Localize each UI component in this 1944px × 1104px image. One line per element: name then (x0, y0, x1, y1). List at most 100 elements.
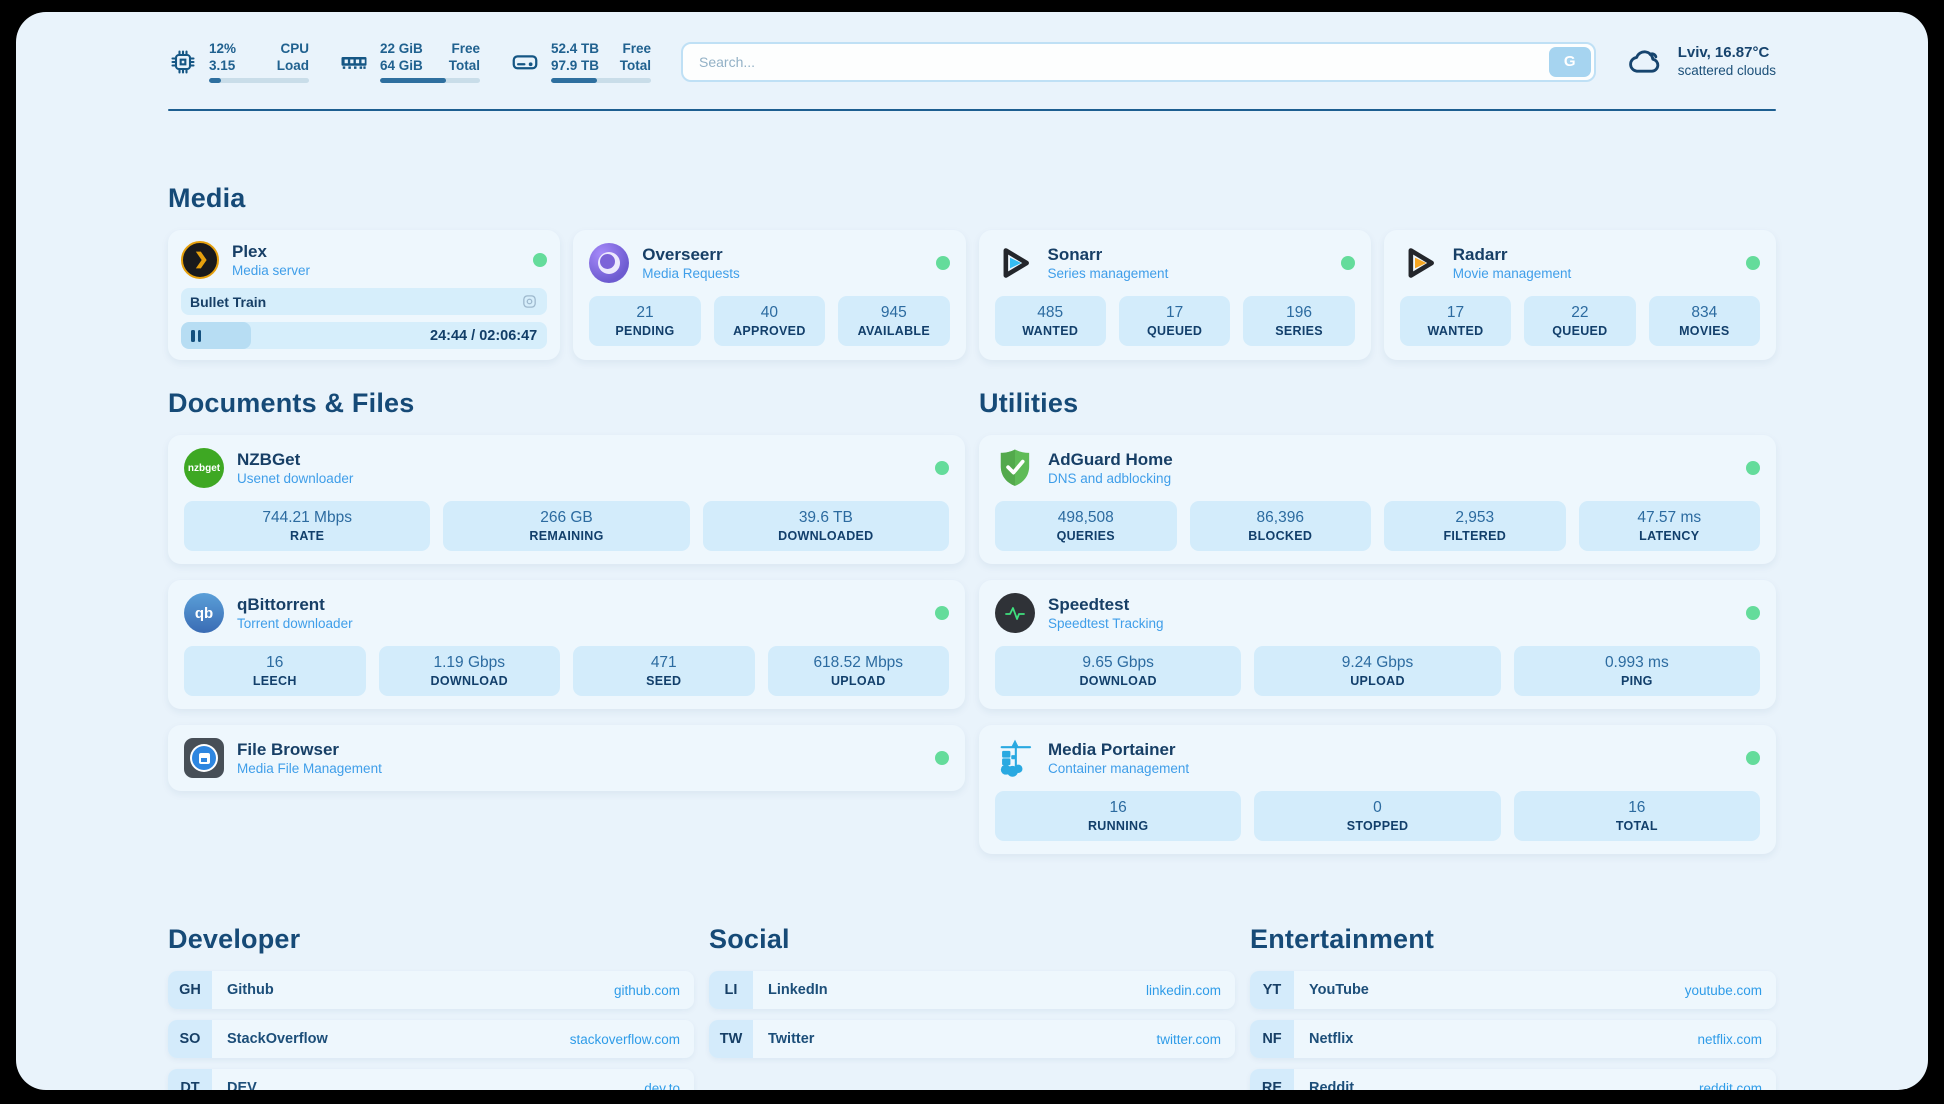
app-card-radarr[interactable]: Radarr Movie management 17 WANTED 22 QUE… (1383, 230, 1776, 360)
app-card-qbittorrent[interactable]: qb qBittorrent Torrent downloader 16 LEE… (168, 580, 965, 709)
app-subtitle: Movie management (1452, 266, 1572, 281)
app-card-sonarr[interactable]: Sonarr Series management 485 WANTED 17 Q… (978, 230, 1371, 360)
status-dot (1746, 256, 1760, 270)
link-abbr: GH (168, 971, 212, 1009)
stat-download: 1.19 Gbps DOWNLOAD (378, 646, 560, 696)
app-card-overseerr[interactable]: Overseerr Media Requests 21 PENDING 40 A… (573, 230, 966, 360)
link-abbr: SO (168, 1020, 212, 1058)
disk-total-label: Total (619, 58, 651, 73)
search-input[interactable] (681, 41, 1596, 82)
app-card-speedtest[interactable]: Speedtest Speedtest Tracking 9.65 Gbps D… (979, 580, 1776, 709)
disk-stat: 52.4 TB Free 97.9 TB Total (510, 40, 651, 83)
overseerr-icon (589, 243, 630, 283)
stat-label: TOTAL (1615, 819, 1658, 833)
app-card-filebrowser[interactable]: File Browser Media File Management (168, 725, 965, 791)
stat-wanted: 17 WANTED (1399, 296, 1512, 346)
ram-free-label: Free (451, 41, 480, 56)
media-grid: Plex Media server Bullet Train 24:44 / 0… (168, 230, 1776, 360)
stat-remaining: 266 GB REMAINING (443, 501, 690, 551)
playback-progressbar[interactable]: 24:44 / 02:06:47 (181, 322, 548, 349)
speedtest-icon (995, 593, 1035, 633)
link-name: Reddit (1309, 1080, 1355, 1090)
stat-value: 16 (1628, 799, 1646, 816)
nzbget-icon-label: nzbget (187, 462, 221, 474)
stat-value: 485 (1037, 304, 1064, 321)
app-name: Radarr (1452, 245, 1508, 264)
cpu-icon (168, 47, 198, 77)
stat-value: 498,508 (1057, 509, 1114, 526)
app-name: Overseerr (642, 245, 723, 264)
link-linkedin[interactable]: LI LinkedIn linkedin.com (709, 971, 1235, 1009)
search-bar: G (681, 41, 1596, 82)
ram-stat: 22 GiB Free 64 GiB Total (339, 40, 480, 83)
stat-label: FILTERED (1443, 529, 1507, 543)
link-name: Netflix (1309, 1031, 1354, 1047)
stat-value: 0.993 ms (1604, 654, 1669, 671)
qbittorrent-icon: qb (184, 593, 224, 633)
stat-value: 9.65 Gbps (1082, 654, 1154, 671)
stat-label: WANTED (1022, 324, 1079, 338)
cpu-load-label: Load (276, 58, 309, 73)
stat-label: PING (1620, 674, 1653, 688)
section-title-utilities: Utilities (979, 388, 1079, 418)
stat-label: RATE (290, 529, 325, 543)
disk-progressbar (551, 78, 651, 83)
stat-value: 618.52 Mbps (813, 654, 904, 671)
status-dot (533, 253, 548, 267)
app-name: qBittorrent (237, 595, 325, 614)
app-name: Media Portainer (1048, 740, 1176, 759)
stat-value: 47.57 ms (1637, 509, 1702, 526)
status-dot (1746, 461, 1760, 475)
ram-total-value: 64 GiB (380, 58, 423, 73)
link-twitter[interactable]: TW Twitter twitter.com (709, 1020, 1235, 1058)
stat-value: 17 (1446, 304, 1465, 321)
cpu-stat: 12% CPU 3.15 Load (168, 40, 309, 83)
stat-label: SEED (646, 674, 682, 688)
stat-value: 86,396 (1256, 509, 1304, 526)
stat-value: 22 (1571, 304, 1589, 321)
link-dev[interactable]: DT DEV dev.to (168, 1069, 694, 1090)
link-stackoverflow[interactable]: SO StackOverflow stackoverflow.com (168, 1020, 694, 1058)
stat-upload: 9.24 Gbps UPLOAD (1254, 646, 1501, 696)
link-url: youtube.com (1684, 982, 1762, 998)
stat-value: 0 (1373, 799, 1382, 816)
weather-condition: scattered clouds (1677, 63, 1776, 78)
link-youtube[interactable]: YT YouTube youtube.com (1250, 971, 1776, 1009)
stat-filtered: 2,953 FILTERED (1384, 501, 1566, 551)
now-playing-row: Bullet Train (181, 288, 548, 315)
stat-blocked: 86,396 BLOCKED (1189, 501, 1371, 551)
link-abbr: RE (1250, 1069, 1294, 1090)
pause-button[interactable] (191, 329, 201, 342)
stat-label: DOWNLOAD (1079, 674, 1157, 688)
app-subtitle: Media Requests (642, 266, 740, 281)
cpu-usage-value: 12% (209, 41, 237, 56)
stat-ping: 0.993 ms PING (1513, 646, 1760, 696)
app-name: Sonarr (1047, 245, 1103, 264)
cpu-load-value: 3.15 (209, 58, 236, 73)
app-card-plex[interactable]: Plex Media server Bullet Train 24:44 / 0… (168, 230, 561, 360)
stat-leech: 16 LEECH (184, 646, 366, 696)
link-url: netflix.com (1697, 1031, 1762, 1047)
search-engine-button[interactable]: G (1548, 46, 1591, 77)
ram-progressbar (380, 78, 480, 83)
link-reddit[interactable]: RE Reddit reddit.com (1250, 1069, 1776, 1090)
link-url: reddit.com (1698, 1080, 1762, 1091)
stat-label: REMAINING (529, 529, 604, 543)
stat-value: 9.24 Gbps (1341, 654, 1414, 671)
app-card-adguard[interactable]: AdGuard Home DNS and adblocking 498,508 … (979, 435, 1776, 564)
status-dot (935, 751, 949, 765)
link-netflix[interactable]: NF Netflix netflix.com (1250, 1020, 1776, 1058)
status-dot (935, 606, 949, 620)
app-card-portainer[interactable]: Media Portainer Container management 16 … (979, 725, 1776, 854)
link-github[interactable]: GH Github github.com (168, 971, 694, 1009)
stat-queries: 498,508 QUERIES (995, 501, 1177, 551)
cpu-usage-label: CPU (280, 41, 309, 56)
app-subtitle: Media File Management (237, 761, 382, 776)
section-title-developer: Developer (168, 924, 301, 954)
section-title-documents: Documents & Files (168, 388, 415, 418)
app-card-nzbget[interactable]: nzbget NZBGet Usenet downloader 744.21 M… (168, 435, 965, 564)
status-dot (1746, 751, 1760, 765)
link-abbr: TW (709, 1020, 753, 1058)
stat-label: LATENCY (1639, 529, 1700, 543)
app-subtitle: Series management (1047, 266, 1169, 281)
